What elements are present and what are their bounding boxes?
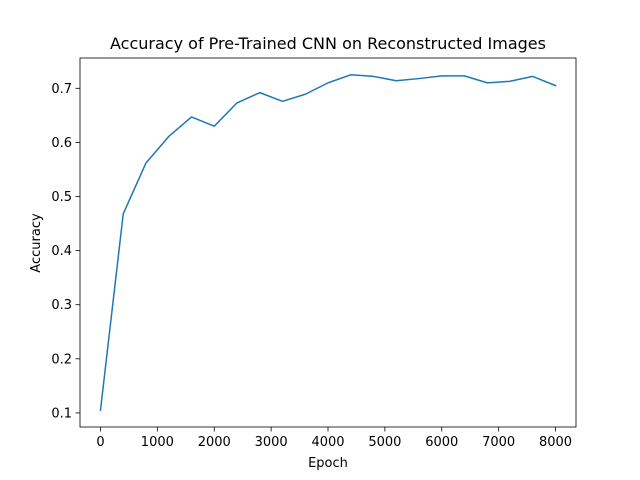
y-tick-label: 0.3 xyxy=(51,298,72,313)
x-tick-label: 7000 xyxy=(482,435,515,450)
series-line-0 xyxy=(99,74,557,412)
x-tick-label: 5000 xyxy=(368,435,401,450)
plot-area: 0 1000 2000 3000 4000 5000 6000 7000 8000 0.1 0.2 0… xyxy=(51,57,577,450)
y-tick-label: 0.5 xyxy=(51,190,72,205)
x-tick-label: 6000 xyxy=(425,435,458,450)
x-tick-label: 8000 xyxy=(539,435,572,450)
x-tick-label: 4000 xyxy=(311,435,344,450)
y-tick-label: 0.2 xyxy=(51,352,72,367)
y-tick-label: 0.7 xyxy=(51,82,72,97)
y-tick-label: 0.6 xyxy=(51,136,72,151)
x-tick-label: 0 xyxy=(96,435,104,450)
x-tick-label: 1000 xyxy=(141,435,174,450)
x-tick-label: 3000 xyxy=(255,435,288,450)
y-axis-label: Accuracy xyxy=(29,213,44,273)
chart-title: Accuracy of Pre-Trained CNN on Reconstru… xyxy=(110,34,546,53)
y-tick-label: 0.1 xyxy=(51,406,72,421)
y-tick-label: 0.4 xyxy=(51,244,72,259)
x-tick-label: 2000 xyxy=(198,435,231,450)
x-axis-label: Epoch xyxy=(308,456,348,471)
